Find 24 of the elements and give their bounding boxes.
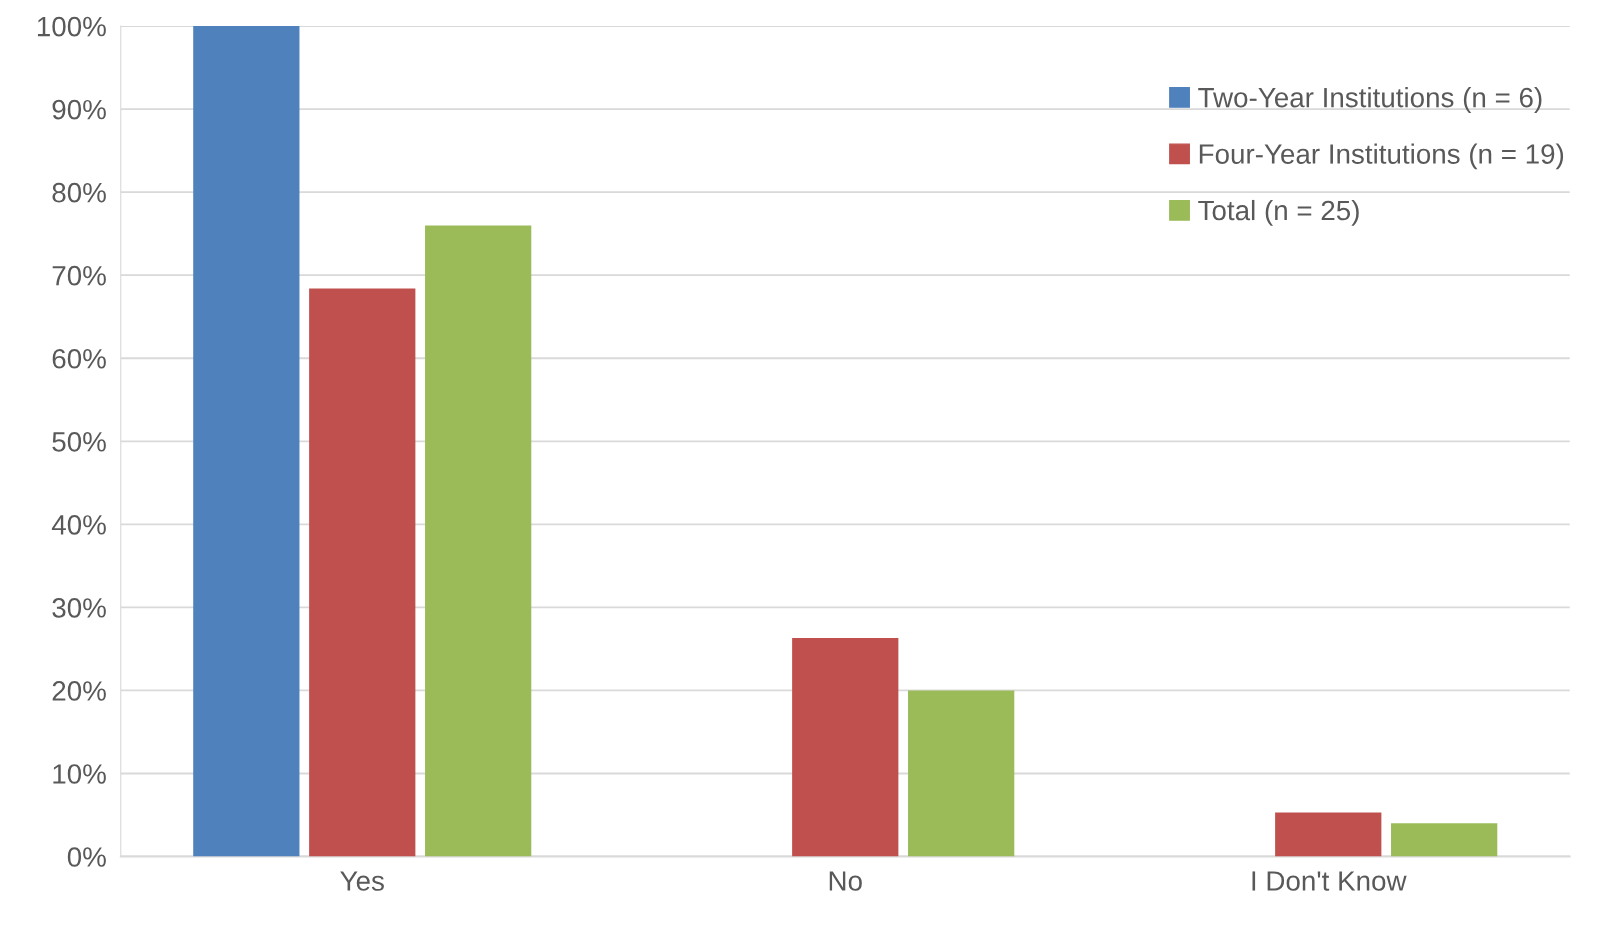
x-tick-label: I Don't Know [1252, 871, 1407, 891]
y-tick-label: 50% [52, 431, 106, 452]
bar [425, 225, 532, 857]
y-tick-label: 30% [52, 598, 106, 618]
y-tick-label: 100% [37, 16, 106, 37]
bar [309, 288, 416, 857]
bar [1391, 823, 1498, 857]
y-tick-label: 20% [52, 681, 106, 701]
legend-label: Two-Year Institutions (n = 6) [1198, 87, 1542, 113]
bar [193, 26, 300, 857]
x-tick-label: No [829, 871, 862, 891]
y-tick-label: 60% [52, 348, 106, 369]
y-tick-label: 0% [67, 847, 106, 867]
y-tick-label: 80% [52, 182, 106, 203]
bar [908, 690, 1015, 857]
legend-label: Four-Year Institutions (n = 19) [1199, 143, 1564, 170]
legend-label: Total (n = 25) [1198, 199, 1359, 226]
bar [792, 638, 899, 857]
y-tick-label: 10% [53, 764, 106, 784]
y-tick-label: 40% [51, 515, 106, 535]
x-tick-label: Yes [340, 871, 384, 891]
y-tick-label: 90% [52, 99, 106, 120]
bar [1275, 812, 1382, 857]
y-tick-label: 70% [52, 265, 106, 286]
